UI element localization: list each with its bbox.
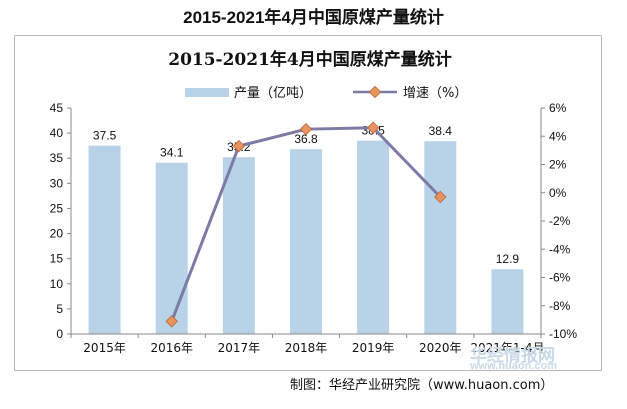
growth-point bbox=[434, 190, 447, 204]
bar bbox=[290, 149, 322, 334]
bar bbox=[88, 145, 121, 334]
left-tick-label: 40 bbox=[50, 126, 64, 140]
right-axis-ticks: -10% -8% -6% -4% -2% 0% 2% 4% 6% bbox=[541, 101, 577, 341]
right-tick-label: 6% bbox=[549, 101, 567, 115]
bar-series bbox=[88, 140, 524, 334]
right-tick-label: -8% bbox=[549, 299, 571, 313]
right-tick-label: 4% bbox=[549, 129, 567, 143]
x-tick-label: 2016年 bbox=[150, 341, 193, 355]
line-series bbox=[165, 121, 447, 328]
x-tick-label: 2020年 bbox=[419, 341, 462, 355]
x-tick-label: 2018年 bbox=[285, 341, 328, 355]
left-axis-ticks: 0 5 10 15 20 25 30 35 40 45 bbox=[50, 101, 71, 341]
left-tick-label: 0 bbox=[56, 327, 63, 341]
left-tick-label: 5 bbox=[56, 302, 63, 316]
bar bbox=[491, 269, 524, 334]
left-tick-label: 35 bbox=[50, 151, 64, 165]
bar-data-label: 34.1 bbox=[160, 146, 184, 160]
left-tick-label: 15 bbox=[50, 252, 64, 266]
legend-line-marker bbox=[368, 85, 382, 99]
x-tick-label: 2019年 bbox=[352, 341, 395, 355]
legend-bar-swatch bbox=[185, 88, 229, 97]
right-tick-label: -2% bbox=[549, 214, 571, 228]
left-tick-label: 30 bbox=[50, 176, 64, 190]
growth-point bbox=[232, 139, 246, 153]
bar bbox=[155, 162, 188, 334]
x-tick-label: 2015年 bbox=[83, 341, 126, 355]
growth-point bbox=[165, 315, 178, 328]
growth-point bbox=[299, 122, 313, 136]
bar-data-label: 38.4 bbox=[429, 124, 453, 138]
right-tick-label: -4% bbox=[549, 242, 571, 256]
growth-point bbox=[366, 121, 380, 134]
watermark-brand: 华经情报网 bbox=[470, 346, 555, 365]
page-title: 2015-2021年4月中国原煤产量统计 bbox=[183, 8, 444, 27]
left-tick-label: 20 bbox=[50, 227, 64, 241]
bar bbox=[357, 140, 390, 334]
left-tick-label: 45 bbox=[50, 101, 64, 115]
legend-bar-label: 产量（亿吨） bbox=[234, 86, 312, 101]
bar-data-label: 37.5 bbox=[93, 129, 117, 143]
left-tick-label: 10 bbox=[50, 277, 64, 291]
x-tick-label: 2021年1-4月 bbox=[470, 341, 544, 355]
bar bbox=[424, 141, 457, 334]
legend-line-label: 增速（%） bbox=[403, 86, 467, 101]
right-tick-label: 2% bbox=[549, 158, 567, 172]
watermark-url: www.huaon.com bbox=[470, 360, 557, 372]
bar-data-label: 36.8 bbox=[294, 132, 318, 146]
right-tick-label: -6% bbox=[549, 271, 571, 285]
right-tick-label: 0% bbox=[549, 186, 567, 200]
chart-area: 2015-2021年4月中国原煤产量统计 产量（亿吨） 增速（%） 37.5 34… bbox=[14, 35, 602, 371]
left-tick-label: 25 bbox=[50, 201, 64, 215]
bar-data-label: 12.9 bbox=[496, 252, 520, 266]
x-tick-label: 2017年 bbox=[218, 341, 261, 355]
right-tick-label: -10% bbox=[549, 327, 577, 341]
chart-title: 2015-2021年4月中国原煤产量统计 bbox=[168, 49, 452, 70]
chart-svg: 2015-2021年4月中国原煤产量统计 产量（亿吨） 增速（%） 37.5 34… bbox=[50, 49, 578, 355]
bar bbox=[222, 157, 255, 334]
legend: 产量（亿吨） 增速（%） bbox=[185, 85, 467, 101]
x-axis-ticks: 2015年 2016年 2017年 2018年 2019年 2020年 2021年1-4月 bbox=[70, 334, 544, 355]
source-credit: 制图：华经产业研究院（www.huaon.com） bbox=[290, 378, 554, 393]
